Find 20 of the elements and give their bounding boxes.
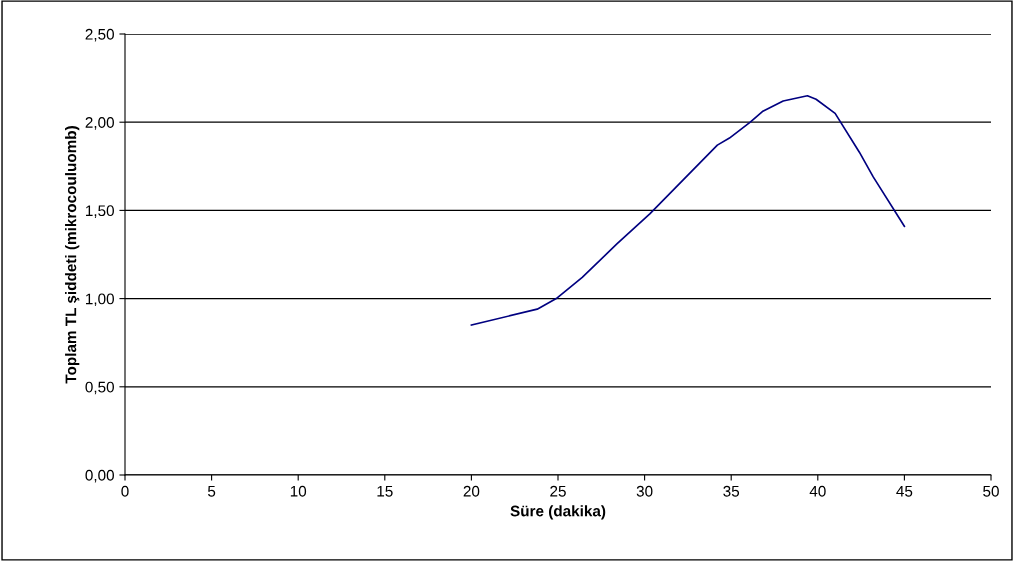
y-axis-title: Toplam TL şiddeti (mikrocouluomb)	[65, 126, 80, 384]
x-tick-label: 40	[809, 485, 826, 497]
y-tick-label: 2,50	[85, 28, 114, 42]
y-tick-label: 0,50	[85, 381, 114, 395]
x-tick-label: 5	[207, 485, 216, 497]
x-tick-label: 50	[983, 485, 999, 497]
x-tick-label: 30	[636, 485, 653, 497]
x-axis-title: Süre (dakika)	[510, 505, 606, 520]
x-tick-label: 20	[463, 485, 480, 497]
y-tick-label: 0,00	[85, 469, 114, 483]
x-tick-label: 15	[377, 485, 393, 497]
y-tick-label: 2,00	[85, 117, 114, 130]
y-tick-label: 1,00	[86, 293, 114, 307]
x-tick-label: 0	[121, 485, 129, 497]
line-series	[470, 94, 906, 326]
x-tick-label: 25	[550, 485, 566, 497]
y-tick-label: 1,50	[86, 205, 114, 218]
x-tick-label: 45	[896, 485, 913, 497]
x-tick-label: 10	[290, 485, 307, 497]
x-tick-label: 35	[723, 485, 740, 497]
